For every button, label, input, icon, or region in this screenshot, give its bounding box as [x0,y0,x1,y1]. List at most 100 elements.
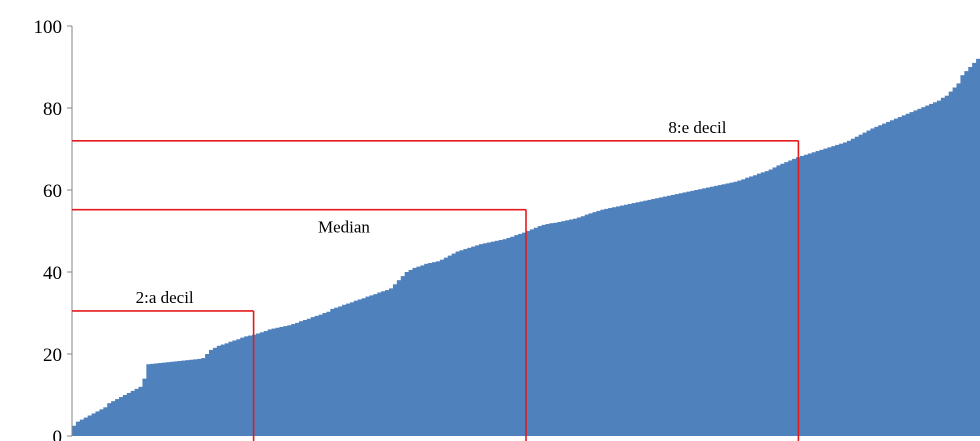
bar [154,363,159,436]
bar [776,165,781,436]
bar [780,163,785,436]
bar [944,95,950,436]
bar [486,242,492,436]
bar [510,236,515,436]
bar [846,140,852,437]
bar [635,202,641,436]
bar [220,344,226,436]
bar [263,331,269,436]
bar [819,149,825,436]
bar [588,213,594,436]
bar [764,171,770,436]
annotation-label: 8:e decil [668,118,726,137]
bar [338,306,343,436]
bar [925,105,930,436]
bar [432,262,437,436]
bars-group [72,58,980,437]
bar [107,403,112,436]
bar [236,339,241,436]
bar [690,190,695,436]
bar [369,295,374,436]
bar [933,102,938,436]
bar [349,302,355,436]
bar [745,177,750,436]
bar [111,401,116,436]
bar [874,126,879,437]
bar [224,343,230,436]
bar [733,181,738,436]
bar [447,255,453,436]
bar [772,167,778,436]
bar [169,361,175,436]
bar [389,288,394,436]
bar [518,233,523,436]
bar [749,176,754,436]
bar [948,91,954,436]
bar [572,218,578,436]
bar [706,187,711,436]
bar [854,136,860,436]
bar [424,263,429,436]
bar [651,199,656,436]
bar [400,276,406,436]
bar [295,322,300,436]
bar [408,269,414,436]
bar [666,195,672,436]
bar [208,349,214,436]
bar [737,180,742,436]
bar [670,194,676,436]
bar [886,121,891,436]
bar [103,407,108,436]
bar [976,58,980,437]
bar [162,362,167,436]
bar [385,290,390,436]
bar [913,110,918,437]
bar [815,151,821,437]
bar [686,191,691,436]
bar [357,299,363,436]
bar [741,179,746,436]
bar [306,318,312,436]
bar [205,354,210,436]
bar [964,71,969,436]
bar [862,132,868,436]
bar [451,253,457,436]
bar [811,152,817,436]
bar [326,311,331,436]
bar [968,67,973,436]
bar [592,212,598,436]
bar [467,247,472,436]
bar [631,203,637,436]
bar [181,360,187,436]
bar [799,155,805,436]
bar [91,413,97,436]
bar [279,326,284,436]
bar [917,108,922,436]
y-axis: 0 20 40 60 80 100 [34,17,73,441]
bar [698,189,703,436]
bar [952,87,958,436]
bar [850,138,856,436]
bar [302,319,308,436]
bar [565,220,570,436]
bar [960,75,965,436]
bar [126,392,132,436]
bar [310,317,316,436]
bar [839,143,844,437]
bar [83,417,89,436]
bar [909,112,915,436]
bar [255,333,261,436]
bar [921,107,926,437]
bar [130,390,136,436]
bar [972,62,977,437]
bar [662,196,668,436]
bar [674,194,680,436]
bar [475,245,480,436]
bar [189,359,194,436]
bar [353,300,359,436]
bar [623,204,629,436]
bar [72,425,77,436]
bar [866,130,872,437]
y-tick-label: 100 [34,17,63,38]
bar [529,229,535,436]
